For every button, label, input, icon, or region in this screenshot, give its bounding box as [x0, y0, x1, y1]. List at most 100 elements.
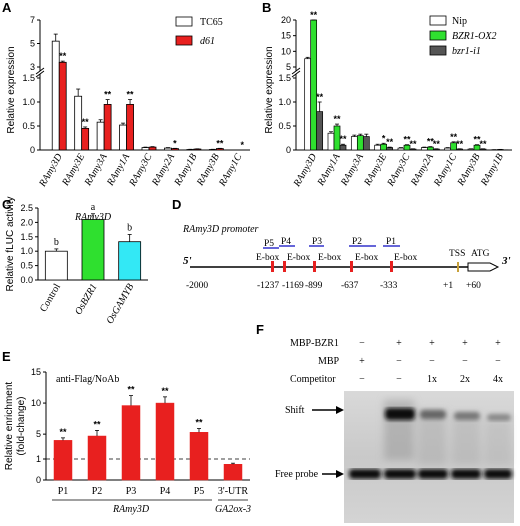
y-tick-label: 2.0: [20, 217, 33, 227]
tss-label: TSS: [449, 249, 465, 259]
significance-mark: **: [316, 92, 324, 102]
bar: [141, 147, 150, 151]
x-tick-label: P1: [58, 486, 69, 497]
bar: [81, 127, 90, 151]
emsa-sign: −: [495, 356, 501, 367]
free-probe-arrowhead: [336, 470, 344, 478]
axis-break-mark: [291, 67, 301, 75]
y-tick-label: 5: [36, 429, 41, 439]
x-tick-label: 3'-UTR: [218, 486, 248, 497]
bar: [374, 144, 382, 151]
y-axis-label: Relative expression: [264, 46, 275, 133]
significance-mark: **: [333, 114, 341, 124]
y-tick-label: 7: [30, 15, 35, 25]
bar: [121, 405, 141, 481]
legend-swatch: [429, 45, 447, 56]
significance-mark: **: [127, 385, 135, 395]
legend-swatch: [175, 35, 193, 46]
y-tick-label: 1: [36, 454, 41, 464]
group-label: RAmy3D: [112, 504, 150, 515]
chart-title: anti-Flag/NoAb: [56, 374, 119, 385]
bar: [58, 61, 67, 151]
emsa-sign: +: [359, 356, 365, 367]
y-tick-label: 10: [31, 398, 41, 408]
significance-mark: **: [161, 386, 169, 396]
bar: [171, 148, 179, 151]
free-probe-bands: [349, 469, 512, 479]
bar: [148, 146, 157, 151]
ebox-label: E-box: [394, 253, 417, 263]
y-tick-label: 0.5: [20, 261, 33, 271]
promoter-diagram: RAmy3D promoter 5' 3' E-box E-box E-box …: [182, 224, 511, 291]
legend-a: TC65 d61: [175, 16, 223, 47]
y-axis-label: Relative fLUC activity: [5, 196, 16, 291]
position-label: -1237: [257, 281, 279, 291]
legend-label: BZR1-OX2: [452, 31, 496, 42]
shift-bands: [385, 408, 511, 421]
bar: [327, 132, 335, 151]
x-tick-label: OsGAMYB: [105, 282, 137, 326]
y-tick-label: 1.0: [278, 97, 291, 107]
bar: [310, 19, 318, 151]
bar: [189, 432, 209, 481]
legend-b: Nip BZR1-OX2 bzr1-i1: [429, 15, 496, 57]
ebox-mark: [283, 261, 286, 272]
legend-label: bzr1-i1: [452, 46, 481, 57]
significance-mark: **: [59, 51, 67, 61]
bar: [420, 147, 428, 151]
panel-letter-c: C: [2, 197, 12, 212]
emsa-gel: [344, 391, 514, 523]
primer-label: P3: [312, 237, 322, 247]
emsa-sign: −: [396, 374, 402, 385]
significance-mark: **: [456, 139, 464, 149]
emsa-sign: +: [429, 338, 435, 349]
ebox-label: E-box: [256, 253, 279, 263]
bar: [53, 440, 73, 481]
significance-mark: **: [409, 139, 417, 149]
group-label: GA2ox-3: [215, 504, 251, 515]
bar: [155, 402, 175, 481]
emsa-row-label-mbp-bzr1: MBP-BZR1: [290, 338, 339, 349]
ebox-mark: [390, 261, 393, 272]
chart-c-fluc: 0.0 0.5 1.0 1.5 2.0 2.5 Relative fLUC activity…: [5, 196, 148, 326]
legend-swatch: [175, 16, 193, 27]
bar: [444, 147, 452, 151]
ebox-mark: [350, 261, 353, 272]
bar: [356, 135, 364, 151]
legend-label: Nip: [452, 16, 467, 27]
panel-letter-a: A: [2, 0, 12, 15]
significance-mark: *: [382, 133, 386, 143]
y-tick-label: 0.5: [278, 121, 291, 131]
y-axis-label-2: (fold-change): [16, 397, 27, 456]
bar: [96, 121, 105, 151]
axis-break-mark: [35, 67, 45, 75]
x-tick-label: P5: [194, 486, 205, 497]
significance-mark: **: [195, 418, 203, 428]
significance-letter: b: [54, 237, 59, 248]
y-tick-label: 3: [30, 62, 35, 72]
y-tick-label: 1.5: [278, 73, 291, 83]
ebox-label: E-box: [355, 253, 378, 263]
three-prime-label: 3': [501, 255, 511, 267]
significance-letter: a: [91, 202, 96, 213]
bar: [164, 147, 172, 151]
y-tick-label: 1.0: [22, 97, 35, 107]
x-tick-label: RAmy3D: [291, 151, 319, 189]
free-probe-label: Free probe: [275, 469, 319, 480]
position-label: -637: [341, 281, 359, 291]
panel-letter-e: E: [2, 349, 11, 364]
y-tick-label: 0: [36, 475, 41, 485]
x-tick-label: P3: [126, 486, 137, 497]
primer-label: P5: [264, 239, 274, 249]
y-tick-label: 0: [286, 145, 291, 155]
bar: [397, 147, 405, 151]
panel-letter-d: D: [172, 197, 181, 212]
emsa-row-label-competitor: Competitor: [290, 374, 336, 385]
y-tick-label: 5: [286, 62, 291, 72]
y-tick-label: 15: [281, 31, 291, 41]
bar: [223, 464, 243, 481]
significance-mark: **: [216, 138, 224, 148]
y-tick-label: 2.5: [20, 203, 33, 213]
emsa-sign: −: [396, 356, 402, 367]
